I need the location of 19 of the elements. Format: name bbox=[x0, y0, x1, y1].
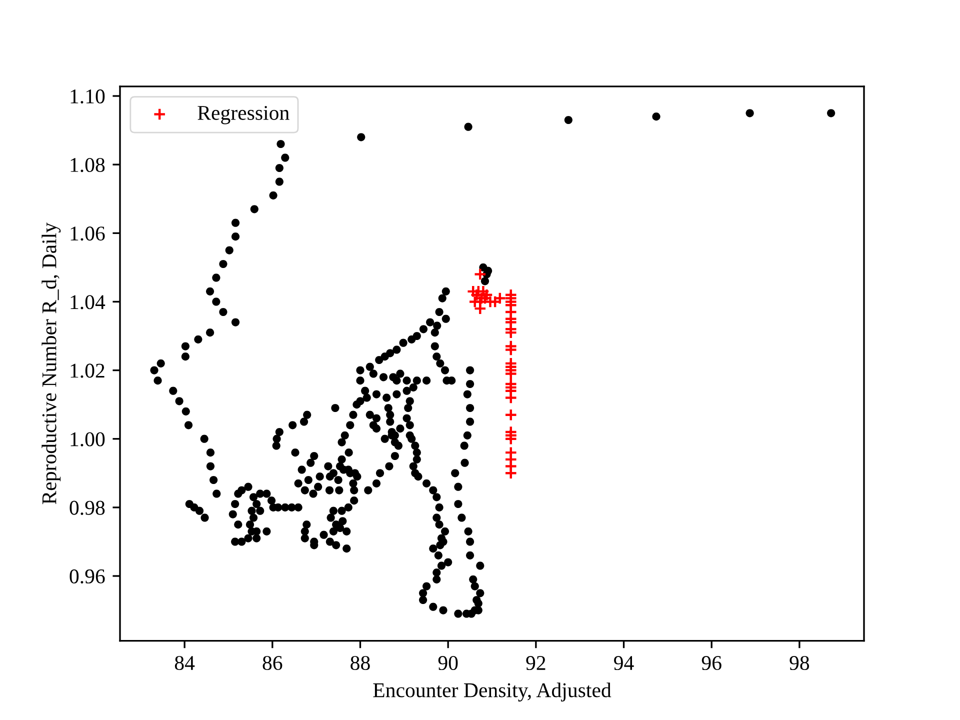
y-tick-label: 0.98 bbox=[70, 500, 105, 515]
legend-label: Regression bbox=[198, 106, 290, 124]
x-tick-label: 98 bbox=[790, 656, 810, 670]
x-axis-title: Encounter Density, Adjusted bbox=[373, 682, 612, 702]
y-tick-label: 0.96 bbox=[70, 569, 105, 584]
y-tick-label: 1.08 bbox=[70, 158, 105, 172]
y-tick-label: 1.04 bbox=[70, 295, 106, 310]
y-tick-label: 1.00 bbox=[70, 432, 105, 446]
x-tick-label: 92 bbox=[526, 656, 546, 670]
x-tick-label: 86 bbox=[262, 656, 282, 670]
y-tick-label: 1.06 bbox=[70, 226, 105, 241]
y-axis-title: Reproductive Number R_d, Daily bbox=[42, 222, 61, 504]
x-tick-label: 94 bbox=[614, 656, 634, 670]
x-tick-label: 96 bbox=[702, 656, 722, 670]
x-tick-label: 90 bbox=[438, 656, 458, 670]
y-tick-label: 1.10 bbox=[70, 89, 105, 104]
x-tick-label: 84 bbox=[174, 656, 195, 670]
x-tick-label: 88 bbox=[350, 656, 370, 670]
y-tick-label: 1.02 bbox=[70, 364, 104, 378]
